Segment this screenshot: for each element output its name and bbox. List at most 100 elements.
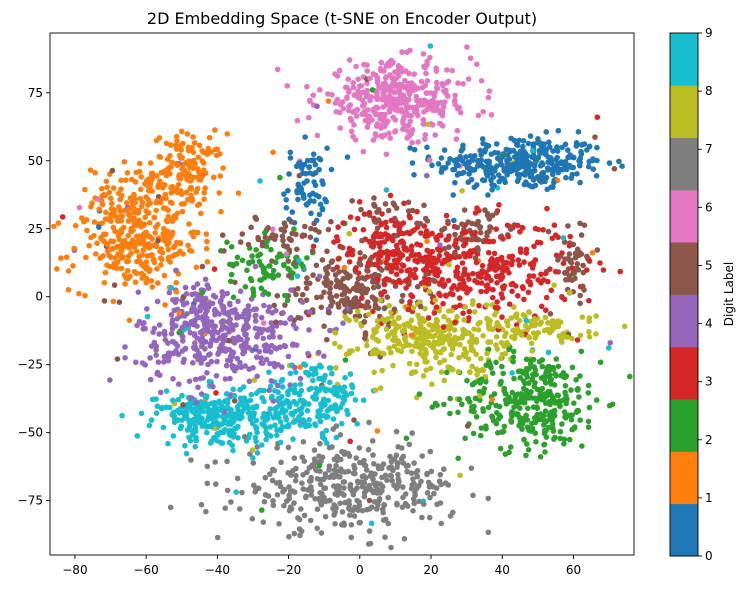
scatter-point [408,131,415,137]
scatter-point [285,470,292,476]
scatter-point [246,260,252,267]
scatter-point [475,112,482,119]
scatter-point [411,83,418,89]
scatter-point [523,356,530,363]
scatter-point [566,289,573,296]
scatter-point [470,492,476,499]
scatter-point [158,169,165,176]
scatter-point [287,370,294,377]
scatter-point [285,421,292,428]
scatter-point [385,494,392,501]
scatter-point [454,127,461,134]
scatter-point [389,478,396,484]
scatter-point [326,290,333,296]
scatter-point [180,402,186,408]
scatter-point [450,291,456,298]
scatter-point [551,282,557,289]
scatter-point [374,225,381,231]
scatter-point [202,339,209,345]
scatter-point [359,237,365,244]
scatter-point [316,155,322,162]
scatter-point [223,404,230,411]
scatter-point [532,225,539,232]
scatter-point [350,80,357,86]
scatter-point [456,396,463,403]
scatter-point [324,276,330,283]
scatter-point [465,356,472,362]
scatter-point [140,247,147,253]
scatter-point [361,489,368,496]
scatter-point [411,460,417,466]
scatter-point [405,199,412,206]
scatter-point [347,438,354,445]
scatter-point [317,362,323,369]
scatter-point [260,326,267,333]
scatter-point [544,205,550,212]
scatter-point [302,223,308,230]
scatter-point [186,221,192,227]
scatter-point [342,313,348,320]
scatter-point [506,301,513,308]
scatter-point [255,485,262,492]
colorbar-tick-label: 2 [705,433,713,447]
scatter-point [125,258,132,265]
scatter-point [508,261,515,268]
scatter-point [538,179,545,185]
scatter-point [260,519,267,525]
scatter-point [435,328,441,335]
scatter-point [549,421,556,427]
scatter-point [285,258,292,264]
scatter-point [548,287,555,294]
scatter-point [407,299,413,305]
scatter-point [219,319,225,326]
scatter-point [466,308,473,315]
scatter-point [95,196,102,202]
scatter-point [374,209,380,215]
scatter-point [478,425,485,431]
scatter-point [201,355,208,362]
scatter-point [163,217,170,224]
scatter-point [134,433,141,439]
scatter-point [177,425,184,432]
scatter-point [356,93,363,99]
scatter-point [299,291,306,298]
colorbar-label: Digit Label [722,262,736,326]
scatter-point [164,235,171,242]
scatter-point [541,376,548,383]
scatter-point [245,241,252,248]
scatter-point [70,263,76,269]
scatter-point [223,391,230,397]
scatter-point [387,72,393,78]
scatter-point [298,189,305,196]
scatter-point [278,253,285,259]
scatter-point [158,262,164,268]
scatter-point [308,210,314,217]
scatter-point [495,305,501,311]
scatter-point [173,348,179,354]
scatter-point [409,348,415,355]
scatter-point [349,384,356,391]
scatter-point [303,201,310,208]
scatter-point [606,160,613,166]
scatter-point [480,389,487,396]
scatter-point [201,189,207,196]
scatter-point [594,157,600,164]
scatter-point [546,388,553,395]
scatter-point [313,217,320,224]
scatter-point [104,262,110,269]
scatter-point [288,219,295,225]
scatter-point [480,406,486,412]
scatter-point [277,439,284,446]
scatter-point [269,466,276,473]
scatter-point [458,148,465,154]
scatter-point [425,232,432,239]
scatter-point [213,390,219,396]
scatter-point [305,401,312,407]
scatter-point [449,346,456,352]
scatter-point [170,433,177,439]
scatter-point [165,440,171,447]
scatter-point [467,369,473,375]
scatter-point [313,391,319,397]
scatter-point [194,323,200,330]
scatter-point [427,448,434,455]
